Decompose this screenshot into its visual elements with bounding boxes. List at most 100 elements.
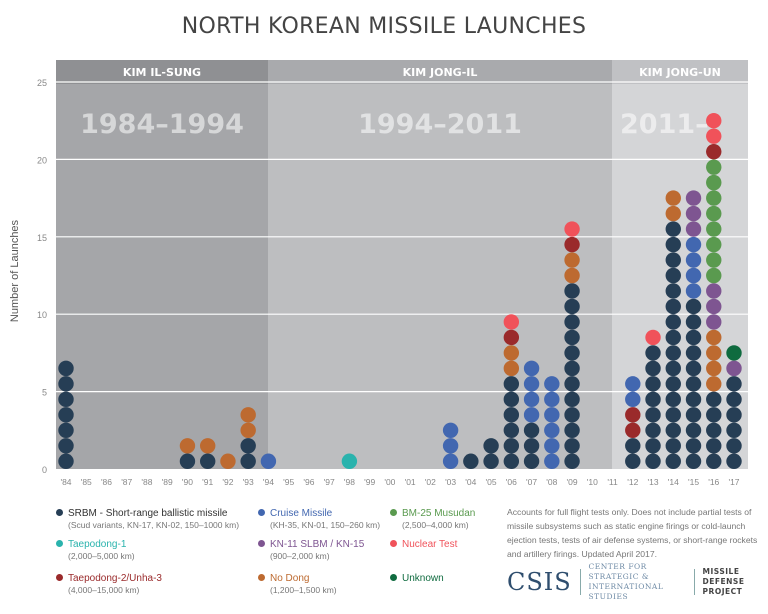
launch-dot-musudan: [706, 190, 722, 206]
launch-dot-srbm: [726, 453, 742, 469]
launch-dot-srbm: [726, 422, 742, 438]
x-tick-label: '95: [283, 477, 294, 487]
chart: KIM IL-SUNG 1984–1994 KIM JONG-IL 1994–2011…: [37, 60, 748, 487]
launch-dot-srbm: [665, 345, 681, 361]
x-tick-label: '85: [81, 477, 92, 487]
csis-logo: CSIS CENTER FOR STRATEGIC & INTERNATIONAL…: [507, 562, 768, 601]
launch-dot-nodong: [706, 329, 722, 346]
launch-dot-srbm: [685, 438, 702, 454]
launch-dot-srbm: [58, 391, 74, 408]
launch-dot-srbm: [503, 453, 520, 469]
launch-dot-srbm: [685, 345, 702, 361]
launch-dot-srbm: [58, 407, 74, 423]
launch-dot-srbm: [240, 453, 256, 469]
footnote: Accounts for full flight tests only. Doe…: [507, 507, 758, 559]
era-header: [268, 60, 612, 84]
chart-title: NORTH KOREAN MISSILE LAUNCHES: [181, 14, 587, 39]
launch-dot-srbm: [564, 391, 580, 408]
launch-dot-musudan: [706, 159, 722, 175]
launch-dot-srbm: [625, 453, 641, 469]
launch-dot-nodong: [503, 360, 520, 377]
launch-dot-srbm: [564, 345, 580, 361]
launch-dot-slbm: [706, 314, 722, 330]
logo-divider: [579, 569, 581, 595]
launch-dot-srbm: [685, 360, 702, 377]
x-tick-label: '84: [60, 477, 71, 487]
launch-dot-srbm: [726, 407, 742, 423]
logo-org: CENTER FOR STRATEGIC & INTERNATIONAL STUD…: [589, 562, 686, 602]
legend-label: BM-25 Musudan: [402, 508, 476, 519]
y-tick-label: 20: [37, 155, 47, 165]
launch-dot-srbm: [665, 360, 681, 377]
x-tick-label: '88: [141, 477, 152, 487]
launch-dot-srbm: [564, 438, 580, 454]
era-years: 1984–1994: [80, 109, 244, 140]
x-tick-label: '86: [101, 477, 112, 487]
x-tick-label: '12: [627, 477, 638, 487]
x-tick-label: '89: [162, 477, 173, 487]
legend-dot: [258, 509, 265, 516]
launch-dot-srbm: [645, 407, 661, 423]
launch-dot-nodong: [564, 267, 580, 284]
launch-dot-nuclear: [564, 221, 580, 237]
launch-dot-srbm: [240, 438, 256, 454]
era-header: [56, 60, 268, 84]
era-leader: KIM JONG-UN: [639, 66, 721, 79]
launch-dot-nodong: [706, 376, 722, 392]
x-tick-label: '16: [708, 477, 719, 487]
launch-dot-srbm: [58, 376, 74, 392]
launch-dot-cruise: [523, 391, 540, 408]
x-tick-label: '09: [567, 477, 578, 487]
launch-dot-cruise: [523, 376, 540, 392]
legend-item-srbm: SRBM - Short-range ballistic missile (Scu…: [56, 508, 239, 530]
launch-dot-srbm: [58, 360, 74, 377]
legend-item-musudan: BM-25 Musudan (2,500–4,000 km): [390, 508, 475, 530]
launch-dot-tp2: [564, 236, 580, 253]
x-tick-label: '90: [182, 477, 193, 487]
launch-dot-srbm: [706, 407, 722, 423]
launch-dot-cruise: [523, 360, 540, 377]
legend-detail: (4,000–15,000 km): [68, 585, 140, 595]
legend-detail: (1,200–1,500 km): [270, 585, 337, 595]
logo-csis: CSIS: [507, 568, 572, 596]
launch-dot-srbm: [564, 453, 580, 469]
launch-dot-srbm: [706, 391, 722, 408]
x-tick-label: '07: [526, 477, 537, 487]
launch-dot-srbm: [503, 376, 520, 392]
launch-dot-cruise: [685, 283, 702, 299]
launch-dot-slbm: [685, 205, 702, 222]
x-tick-label: '03: [445, 477, 456, 487]
launch-dot-srbm: [179, 453, 196, 469]
legend-item-cruise: Cruise Missile (KH-35, KN-01, 150–260 km): [258, 508, 380, 530]
launch-dot-nodong: [240, 407, 256, 423]
launch-dot-musudan: [706, 205, 722, 222]
logo-divider: [693, 569, 695, 595]
legend-label: Cruise Missile: [270, 508, 333, 519]
launch-dot-slbm: [706, 283, 722, 299]
x-tick-label: '91: [202, 477, 213, 487]
launch-dot-srbm: [503, 422, 520, 438]
legend-dot: [390, 540, 397, 547]
launch-dot-srbm: [523, 422, 540, 438]
x-tick-label: '87: [121, 477, 132, 487]
legend-label: Nuclear Test: [402, 539, 458, 550]
launch-dot-srbm: [645, 345, 661, 361]
x-tick-label: '14: [668, 477, 679, 487]
launch-dot-srbm: [685, 453, 702, 469]
launch-dot-srbm: [645, 391, 661, 408]
launch-dot-srbm: [564, 329, 580, 346]
x-tick-label: '96: [303, 477, 314, 487]
legend-detail: (Scud variants, KN-17, KN-02, 150–1000 k…: [68, 520, 240, 530]
launch-dot-slbm: [685, 221, 702, 237]
launch-dot-srbm: [564, 283, 580, 299]
launch-dot-nodong: [665, 190, 681, 206]
launch-dot-nodong: [706, 360, 722, 377]
launch-dot-tp2: [625, 422, 641, 438]
legend-label: KN-11 SLBM / KN-15: [270, 539, 365, 550]
launch-dot-srbm: [685, 298, 702, 315]
legend-label: Taepodong-1: [68, 539, 127, 550]
launch-dot-srbm: [665, 236, 681, 253]
launch-dot-srbm: [645, 360, 661, 377]
legend-item-slbm: KN-11 SLBM / KN-15 (900–2,000 km): [258, 539, 364, 561]
legend-dot: [390, 574, 397, 581]
